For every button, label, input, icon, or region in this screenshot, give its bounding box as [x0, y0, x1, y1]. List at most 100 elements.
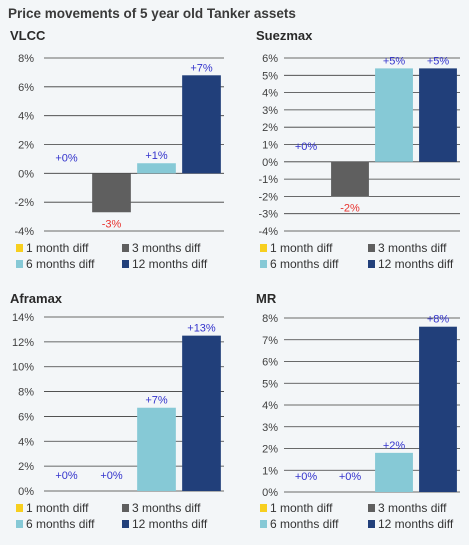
data-label: -2%	[340, 202, 360, 214]
chart-panel-suezmax: Suezmax 6% 5% 4% 3% 2% 1% 0% -1% -2% -3% -4% +0% -2% +…	[256, 28, 460, 271]
legend-label: 1 month diff	[270, 241, 333, 255]
chart-title: MR	[256, 291, 277, 306]
bar-12-months-diff	[182, 75, 221, 174]
y-tick-label: 0%	[18, 486, 34, 498]
data-label: +0%	[339, 471, 362, 483]
legend-swatch	[368, 520, 375, 528]
y-tick-label: -2%	[14, 197, 34, 209]
data-label: +0%	[100, 470, 123, 482]
chart-panel-vlcc: VLCC 8% 6% 4% 2% 0% -2% -4% +0% -3% +1% +7% 1 month …	[10, 28, 224, 271]
y-tick-label: 10%	[12, 362, 34, 374]
legend-label: 6 months diff	[270, 257, 339, 271]
y-tick-label: 2%	[18, 461, 34, 473]
legend-label: 12 months diff	[132, 517, 208, 531]
data-label: +0%	[55, 470, 78, 482]
legend-swatch	[122, 520, 129, 528]
y-tick-label: 0%	[262, 157, 278, 169]
y-tick-label: 7%	[262, 335, 278, 347]
legend-label: 6 months diff	[26, 257, 95, 271]
y-tick-label: 8%	[18, 387, 34, 399]
bar-12-months-diff	[419, 326, 457, 492]
legend-label: 3 months diff	[132, 501, 201, 515]
y-tick-label: -4%	[258, 226, 278, 238]
y-tick-label: 3%	[262, 105, 278, 117]
legend-swatch	[368, 504, 375, 512]
chart-panel-mr: MR 8% 7% 6% 5% 4% 3% 2% 1% 0% +0% +0% +2% +8% 1 month …	[256, 291, 460, 531]
legend-swatch	[122, 260, 129, 268]
main-title: Price movements of 5 year old Tanker ass…	[8, 6, 296, 21]
chart-panel-aframax: Aframax 14% 12% 10% 8% 6% 4% 2% 0% +0% +0% +7% +13% 1…	[10, 291, 224, 531]
legend-swatch	[368, 244, 375, 252]
data-label: +7%	[145, 395, 168, 407]
legend-swatch	[16, 504, 23, 512]
y-tick-label: 12%	[12, 337, 34, 349]
legend-label: 12 months diff	[378, 257, 454, 271]
data-label: +0%	[295, 471, 318, 483]
data-label: +5%	[383, 55, 406, 67]
bar-12-months-diff	[419, 68, 457, 162]
chart-title: Suezmax	[256, 28, 313, 43]
legend-label: 12 months diff	[132, 257, 208, 271]
legend-swatch	[260, 520, 267, 528]
data-label: +0%	[295, 141, 318, 153]
chart-title: VLCC	[10, 28, 46, 43]
data-label: +5%	[427, 55, 450, 67]
legend-swatch	[122, 504, 129, 512]
y-tick-label: 2%	[262, 122, 278, 134]
y-tick-label: 6%	[18, 82, 34, 94]
y-tick-label: 2%	[18, 140, 34, 152]
legend-swatch	[122, 244, 129, 252]
legend-swatch	[16, 520, 23, 528]
data-label: -3%	[102, 218, 122, 230]
bar-3-months-diff	[331, 161, 369, 197]
y-tick-label: 6%	[262, 357, 278, 369]
legend-label: 3 months diff	[378, 501, 447, 515]
data-label: +8%	[427, 314, 450, 326]
chart-title: Aframax	[10, 291, 63, 306]
y-tick-label: 4%	[18, 111, 34, 123]
legend-label: 1 month diff	[26, 501, 89, 515]
y-tick-label: 8%	[18, 53, 34, 65]
legend-swatch	[368, 260, 375, 268]
y-tick-label: 3%	[262, 422, 278, 434]
bar-6-months-diff	[375, 452, 413, 492]
data-label: +7%	[190, 62, 213, 74]
y-tick-label: -3%	[258, 209, 278, 221]
y-tick-label: 8%	[262, 313, 278, 325]
legend-label: 1 month diff	[270, 501, 333, 515]
y-tick-label: -1%	[258, 174, 278, 186]
legend-label: 6 months diff	[26, 517, 95, 531]
y-tick-label: 14%	[12, 312, 34, 324]
legend-label: 3 months diff	[132, 241, 201, 255]
y-tick-label: -2%	[258, 191, 278, 203]
y-tick-label: 5%	[262, 70, 278, 82]
legend-swatch	[260, 244, 267, 252]
data-label: +2%	[383, 440, 406, 452]
data-label: +1%	[145, 150, 168, 162]
legend-label: 1 month diff	[26, 241, 89, 255]
y-tick-label: 6%	[262, 53, 278, 65]
data-label: +0%	[55, 152, 78, 164]
data-label: +13%	[187, 323, 216, 335]
y-tick-label: 1%	[262, 140, 278, 152]
y-tick-label: -4%	[14, 226, 34, 238]
bar-6-months-diff	[137, 407, 176, 491]
y-tick-label: 4%	[262, 400, 278, 412]
y-tick-label: 6%	[18, 411, 34, 423]
legend-label: 3 months diff	[378, 241, 447, 255]
y-tick-label: 2%	[262, 444, 278, 456]
bar-6-months-diff	[137, 163, 176, 174]
y-tick-label: 1%	[262, 465, 278, 477]
y-tick-label: 0%	[262, 487, 278, 499]
y-tick-label: 0%	[18, 168, 34, 180]
y-tick-label: 4%	[18, 436, 34, 448]
legend-swatch	[16, 244, 23, 252]
legend-label: 6 months diff	[270, 517, 339, 531]
y-tick-label: 4%	[262, 88, 278, 100]
bar-3-months-diff	[92, 173, 131, 213]
legend-swatch	[260, 504, 267, 512]
legend-swatch	[260, 260, 267, 268]
bar-6-months-diff	[375, 68, 413, 162]
